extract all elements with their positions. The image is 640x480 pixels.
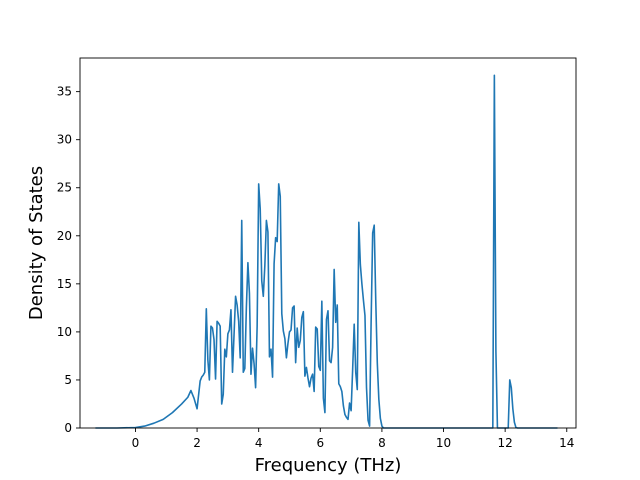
x-tick-label: 4 [255, 436, 263, 450]
y-tick-label: 10 [57, 325, 72, 339]
x-tick-label: 8 [378, 436, 386, 450]
x-tick-label: 14 [559, 436, 574, 450]
y-tick-label: 35 [57, 85, 72, 99]
y-tick-label: 5 [64, 373, 72, 387]
y-axis-ticks: 0 5 10 15 20 25 30 35 [57, 85, 80, 435]
y-axis-label: Density of States [26, 166, 47, 320]
x-tick-label: 0 [132, 436, 140, 450]
y-tick-label: 0 [64, 421, 72, 435]
x-tick-label: 10 [436, 436, 451, 450]
x-tick-label: 12 [498, 436, 513, 450]
x-axis-label: Frequency (THz) [255, 455, 402, 476]
x-axis-ticks: 0 2 4 6 8 10 12 14 [132, 428, 574, 450]
y-tick-label: 25 [57, 181, 72, 195]
x-tick-label: 6 [316, 436, 324, 450]
y-tick-label: 30 [57, 133, 72, 147]
axes-frame [79, 57, 577, 429]
x-tick-label: 2 [193, 436, 201, 450]
y-tick-label: 20 [57, 229, 72, 243]
y-tick-label: 15 [57, 277, 72, 291]
